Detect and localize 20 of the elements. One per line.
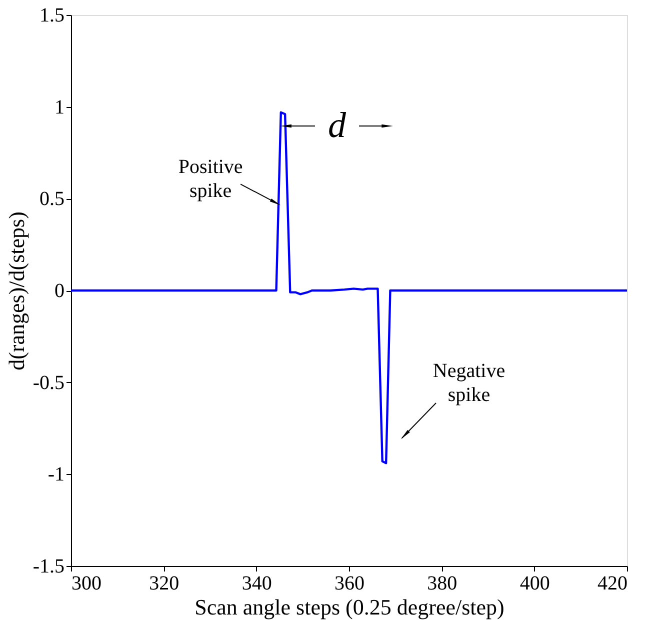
x-tick-label: 380	[427, 572, 458, 594]
annotation: Positive spike	[178, 156, 243, 202]
annotation: d	[328, 105, 347, 145]
x-axis-title: Scan angle steps (0.25 degree/step)	[194, 594, 504, 620]
y-tick-label: -0.5	[32, 372, 64, 394]
x-tick-label: 420	[598, 572, 628, 594]
y-tick-label: 1.5	[40, 4, 64, 26]
x-tick-label: 360	[334, 572, 364, 594]
x-tick-label: 340	[242, 572, 272, 594]
x-tick-label: 400	[520, 572, 550, 594]
y-tick-label: 0.5	[40, 188, 64, 210]
x-tick-label: 320	[149, 572, 180, 594]
y-tick-label: 0	[54, 280, 64, 302]
y-tick-label: 1	[54, 96, 64, 118]
line-series	[70, 111, 628, 464]
annotation: Negative spike	[432, 360, 506, 406]
x-tick-label: 300	[72, 572, 102, 594]
y-tick-label: -1.5	[32, 556, 64, 578]
y-axis-title: d(ranges)/d(steps)	[4, 212, 29, 370]
y-tick-label: -1	[48, 464, 64, 486]
